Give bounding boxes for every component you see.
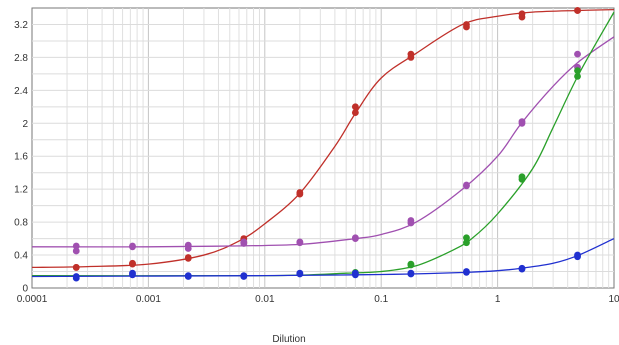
data-point <box>351 109 359 116</box>
data-point <box>407 217 415 224</box>
data-point <box>184 241 192 249</box>
y-tick-label: 3.2 <box>14 20 28 31</box>
data-point <box>296 189 304 196</box>
x-axis-ticks: 0.0001 0.001 0.01 0.1 1 10 <box>17 294 619 305</box>
data-point <box>129 242 136 250</box>
data-point <box>407 50 415 58</box>
data-point <box>463 181 470 189</box>
data-point <box>518 264 526 272</box>
data-point <box>72 273 80 280</box>
data-point <box>296 269 304 277</box>
data-point <box>407 269 415 277</box>
data-point <box>72 264 80 271</box>
data-point <box>129 269 136 277</box>
y-tick-label: 0.4 <box>14 251 28 262</box>
data-point <box>574 67 581 74</box>
y-tick-label: 1.2 <box>14 185 28 196</box>
x-tick-label: 0.1 <box>374 294 388 305</box>
y-tick-label: 0.8 <box>14 218 28 229</box>
data-point <box>574 50 581 58</box>
data-point <box>184 272 192 280</box>
series-line <box>31 8 615 269</box>
data-point <box>351 269 359 277</box>
y-tick-label: 0 <box>22 284 28 295</box>
data-point <box>463 234 470 242</box>
x-tick-label: 10 <box>608 294 619 305</box>
series-group <box>31 7 615 282</box>
x-tick-label: 0.01 <box>255 294 275 305</box>
series-line <box>31 36 615 248</box>
x-tick-label: 0.0001 <box>17 294 48 305</box>
data-point <box>463 21 470 28</box>
data-point <box>184 254 192 261</box>
x-tick-label: 1 <box>495 294 501 305</box>
data-point <box>351 103 359 111</box>
data-point <box>574 251 581 259</box>
data-point <box>296 238 304 246</box>
plot-area <box>31 7 615 289</box>
data-point <box>574 72 581 80</box>
data-point <box>518 173 526 181</box>
y-tick-label: 1.6 <box>14 152 28 163</box>
y-axis-ticks: 0 0.4 0.8 1.2 1.6 2 2.4 2.8 3.2 <box>14 20 28 295</box>
data-point <box>407 260 415 268</box>
x-tick-label: 0.001 <box>136 294 161 305</box>
x-axis-title: Dilution <box>272 334 305 345</box>
data-point <box>518 118 526 126</box>
y-tick-label: 2.8 <box>14 53 28 64</box>
data-point <box>72 247 80 255</box>
data-point <box>574 7 581 14</box>
data-point <box>240 238 248 246</box>
data-point <box>518 10 526 18</box>
y-tick-label: 2.4 <box>14 86 28 97</box>
data-point <box>463 239 470 247</box>
data-point <box>72 242 80 250</box>
series <box>31 36 615 255</box>
series <box>31 237 615 282</box>
data-point <box>240 272 248 280</box>
data-point <box>129 259 136 267</box>
data-point <box>463 268 470 275</box>
y-tick-label: 2 <box>22 119 28 130</box>
data-point <box>351 234 359 242</box>
series <box>31 7 615 271</box>
